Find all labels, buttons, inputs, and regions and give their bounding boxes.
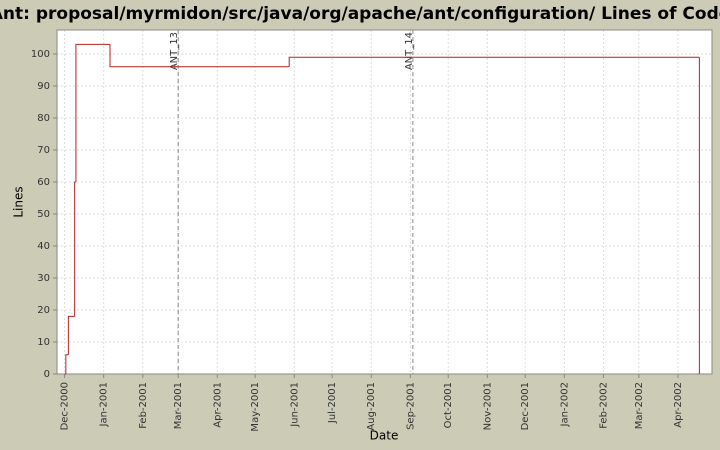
x-tick-label: Nov-2001 — [482, 382, 493, 430]
marker-label: ANT_13 — [169, 32, 180, 70]
x-tick-label: Dec-2001 — [520, 382, 531, 430]
x-tick-label: Feb-2001 — [138, 382, 149, 429]
y-axis-title: Lines — [12, 186, 26, 217]
x-tick-label: Aug-2001 — [366, 382, 377, 431]
x-tick-label: Jun-2001 — [289, 382, 300, 428]
y-tick-label: 20 — [37, 305, 50, 316]
y-tick-label: 70 — [37, 145, 50, 156]
x-tick-label: Mar-2001 — [173, 382, 184, 429]
line-step — [67, 315, 75, 355]
plot-border — [56, 29, 713, 375]
y-tick-label: 50 — [37, 209, 50, 220]
x-tick-label: Oct-2001 — [443, 382, 454, 428]
y-tick-label: 10 — [37, 337, 50, 348]
x-tick-label: Apr-2001 — [212, 382, 223, 428]
x-tick-label: May-2001 — [250, 382, 261, 432]
y-tick-label: 30 — [37, 273, 50, 284]
x-tick-label: Sep-2001 — [405, 382, 416, 430]
x-tick-label: Apr-2002 — [673, 382, 684, 428]
y-tick-label: 90 — [37, 81, 50, 92]
x-tick-label: Feb-2002 — [598, 382, 609, 429]
y-tick-label: 40 — [37, 241, 50, 252]
y-tick-label: 0 — [44, 369, 50, 380]
line-step — [65, 354, 69, 374]
x-axis-title: Date — [370, 429, 399, 443]
x-tick-label: Mar-2002 — [634, 382, 645, 429]
y-tick-label: 80 — [37, 113, 50, 124]
y-tick-label: 100 — [31, 49, 50, 60]
x-tick-label: Jan-2002 — [559, 382, 570, 427]
y-tick-label: 60 — [37, 177, 50, 188]
x-tick-label: Dec-2000 — [60, 382, 71, 430]
line-step — [109, 44, 290, 68]
x-tick-label: Jul-2001 — [327, 382, 338, 424]
line-step — [75, 43, 111, 182]
line-step — [288, 56, 700, 67]
chart-title: Ant: proposal/myrmidon/src/java/org/apac… — [0, 4, 720, 24]
plot-area — [57, 30, 712, 374]
x-tick-label: Jan-2001 — [99, 382, 110, 427]
marker-label: ANT_14 — [404, 32, 415, 70]
